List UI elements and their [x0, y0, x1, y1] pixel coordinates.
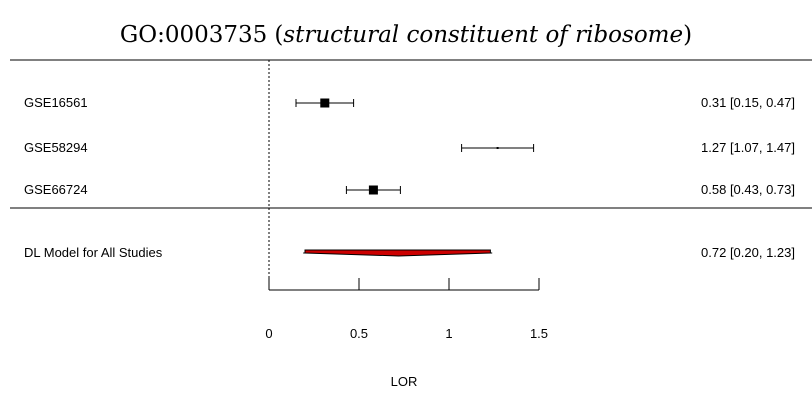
- go-term-id: GO:0003735: [120, 22, 267, 48]
- title-open-paren: (: [274, 22, 283, 48]
- x-tick-label: 0.5: [350, 326, 368, 341]
- estimate-ci-text: 0.58 [0.43, 0.73]: [701, 182, 795, 197]
- summary-row: DL Model for All Studies 0.72 [0.20, 1.23…: [24, 245, 795, 260]
- go-term-description: structural constituent of ribosome: [283, 22, 683, 48]
- summary-label: DL Model for All Studies: [24, 245, 163, 260]
- x-axis: 0 0.5 1 1.5: [265, 278, 548, 341]
- point-estimate: [320, 98, 330, 108]
- study-label: GSE66724: [24, 182, 88, 197]
- study-rows: GSE16561 0.31 [0.15, 0.47] GSE58294 1.27 [1…: [24, 95, 795, 197]
- x-tick-label: 1.5: [530, 326, 548, 341]
- point-estimate: [368, 185, 378, 195]
- estimate-ci-text: 1.27 [1.07, 1.47]: [701, 140, 795, 155]
- summary-polygon: [304, 249, 491, 257]
- x-tick-label: 0: [265, 326, 272, 341]
- study-label: GSE16561: [24, 95, 88, 110]
- point-estimate: [496, 146, 499, 150]
- x-tick-label: 1: [445, 326, 452, 341]
- x-axis-label: LOR: [391, 374, 418, 389]
- summary-estimate-text: 0.72 [0.20, 1.23]: [701, 245, 795, 260]
- study-label: GSE58294: [24, 140, 88, 155]
- estimate-ci-text: 0.31 [0.15, 0.47]: [701, 95, 795, 110]
- chart-title: GO:0003735 (structural constituent of rib…: [120, 22, 692, 48]
- title-close-paren: ): [683, 22, 692, 48]
